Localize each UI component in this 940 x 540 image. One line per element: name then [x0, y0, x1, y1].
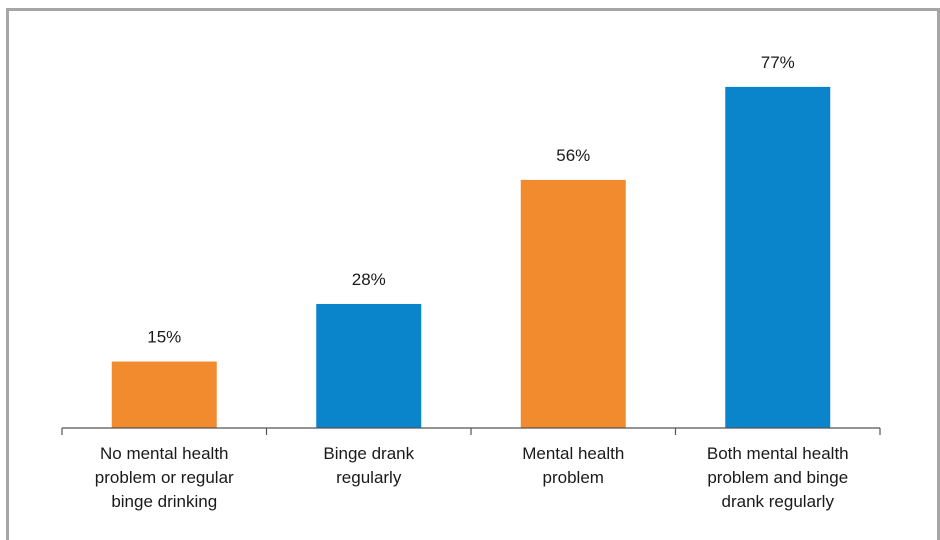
- x-axis-ticks: [61, 428, 881, 435]
- bar-value-label: 77%: [761, 53, 795, 72]
- value-labels-layer: 15% 28% 56% 77%: [147, 53, 795, 347]
- bar: [111, 361, 217, 428]
- category-label: Mental health problem: [522, 444, 625, 487]
- category-label: Binge drank regularly: [323, 444, 415, 487]
- bar: [520, 179, 626, 428]
- category-label: No mental health problem or regular bing…: [94, 444, 234, 511]
- bar: [316, 303, 422, 428]
- bar-value-label: 28%: [352, 270, 386, 289]
- bar: [725, 86, 831, 428]
- bars-layer: [111, 86, 831, 428]
- bar-value-label: 56%: [556, 146, 590, 165]
- bar-value-label: 15%: [147, 328, 181, 347]
- category-label: Both mental health problem and binge dra…: [706, 444, 849, 511]
